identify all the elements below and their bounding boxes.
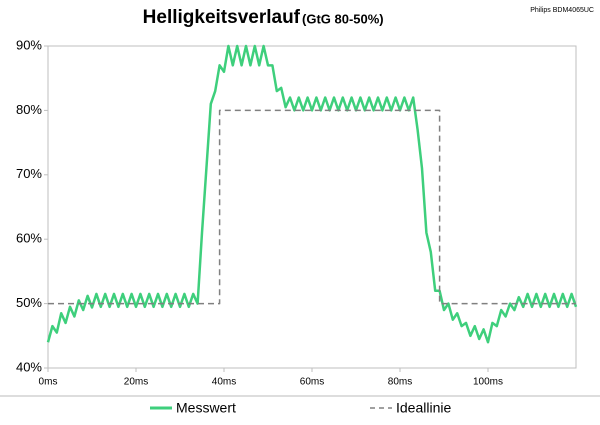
x-tick-label: 40ms (212, 377, 236, 388)
y-tick-label: 70% (16, 166, 42, 181)
chart-title: Helligkeitsverlauf (143, 7, 301, 28)
x-tick-label: 20ms (124, 377, 148, 388)
y-tick-label: 90% (16, 37, 42, 52)
x-tick-label: 60ms (300, 377, 324, 388)
x-tick-label: 100ms (473, 377, 503, 388)
x-tick-label: 80ms (388, 377, 412, 388)
series-line (48, 109, 576, 305)
x-tick-label: 0ms (39, 377, 58, 388)
series-line (46, 44, 578, 344)
legend-label: Messwert (176, 400, 236, 416)
legend-label: Ideallinie (396, 400, 451, 416)
annotation: Philips BDM4065UC (530, 7, 594, 14)
y-tick-label: 80% (16, 102, 42, 117)
y-tick-label: 60% (16, 231, 42, 246)
chart-subtitle: (GtG 80-50%) (302, 11, 384, 26)
y-tick-label: 40% (16, 359, 42, 374)
y-tick-label: 50% (16, 295, 42, 310)
